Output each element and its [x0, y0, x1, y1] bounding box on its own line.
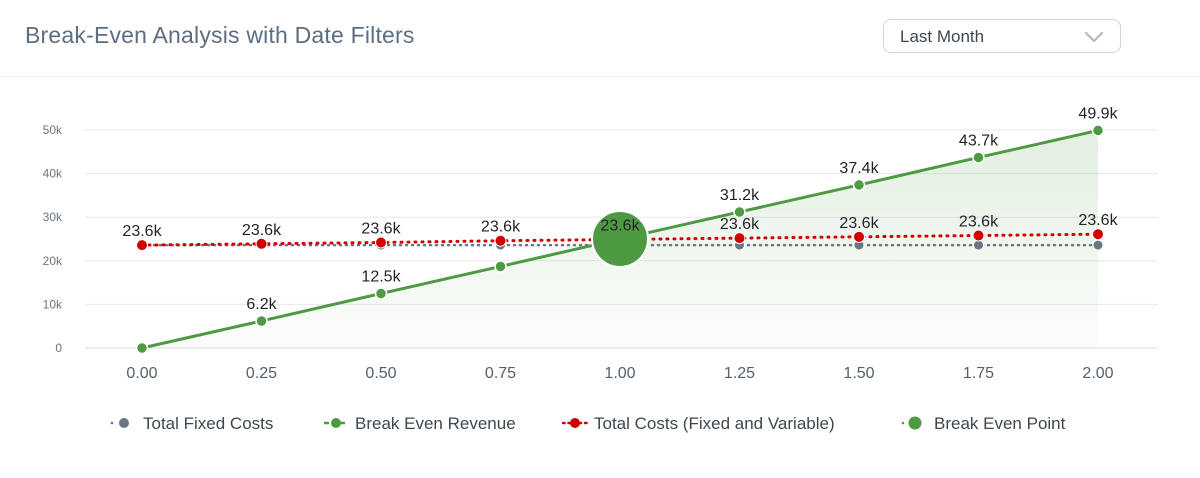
revenue-point — [733, 205, 746, 219]
card-header: Break-Even Analysis with Date Filters La… — [0, 0, 1200, 77]
total-costs-point — [494, 234, 507, 247]
legend-marker-dot — [110, 421, 114, 425]
data-label: 23.6k — [361, 220, 401, 237]
x-tick-label: 2.00 — [1082, 365, 1113, 382]
data-label: 31.2k — [720, 187, 760, 204]
x-tick-label: 0.75 — [485, 365, 516, 382]
legend-item: Break Even Point — [901, 414, 1066, 433]
total-costs-point — [255, 237, 268, 250]
x-tick-label: 1.50 — [843, 365, 874, 382]
legend-item: Total Fixed Costs — [110, 414, 273, 433]
legend-item: Break Even Revenue — [324, 414, 516, 433]
x-tick-label: 1.00 — [604, 365, 635, 382]
legend-label: Break Even Revenue — [355, 414, 516, 433]
x-tick-label: 1.75 — [963, 365, 994, 382]
page-title: Break-Even Analysis with Date Filters — [25, 22, 415, 48]
data-label: 23.6k — [600, 217, 640, 234]
legend-item: Total Costs (Fixed and Variable) — [561, 414, 835, 433]
legend-marker-dot — [901, 421, 905, 425]
legend-marker — [908, 416, 922, 430]
data-label: 12.5k — [361, 269, 401, 286]
fixed-costs-point — [973, 239, 984, 251]
data-label: 6.2k — [246, 296, 277, 313]
revenue-point — [852, 178, 866, 192]
y-tick-label: 10k — [43, 297, 63, 311]
x-tick-label: 0.50 — [365, 365, 396, 382]
chevron-down-icon — [1084, 31, 1104, 43]
revenue-point — [374, 287, 388, 300]
y-tick-label: 0 — [55, 341, 62, 355]
data-label: 23.6k — [1078, 212, 1118, 229]
legend-label: Total Costs (Fixed and Variable) — [594, 414, 835, 433]
revenue-point — [1091, 124, 1105, 137]
y-tick-label: 40k — [43, 167, 63, 181]
revenue-point — [494, 260, 507, 273]
y-tick-label: 50k — [43, 123, 63, 137]
x-tick-label: 1.25 — [724, 365, 755, 382]
revenue-point — [972, 151, 985, 164]
data-label: 43.7k — [959, 132, 999, 149]
total-costs-point — [1092, 228, 1104, 241]
revenue-point — [135, 341, 149, 355]
y-tick-label: 20k — [43, 254, 63, 268]
data-label: 49.9k — [1078, 105, 1118, 122]
fixed-costs-point — [1092, 239, 1104, 251]
total-costs-point — [375, 236, 387, 249]
data-label: 37.4k — [839, 160, 879, 177]
legend-marker — [331, 418, 341, 428]
total-costs-point — [733, 232, 746, 245]
legend-marker — [570, 418, 580, 428]
legend-marker — [119, 418, 129, 428]
y-tick-label: 30k — [43, 210, 63, 224]
data-label: 23.6k — [242, 222, 282, 239]
data-label: 23.6k — [720, 216, 760, 233]
data-label: 23.6k — [959, 214, 999, 231]
legend-label: Break Even Point — [934, 414, 1066, 433]
data-label: 23.6k — [839, 215, 879, 232]
break-even-point — [591, 210, 649, 268]
total-costs-point — [853, 230, 865, 243]
total-costs-point — [972, 229, 985, 242]
total-costs-point — [136, 239, 148, 252]
date-filter-value: Last Month — [900, 27, 985, 46]
data-label: 23.6k — [481, 219, 521, 236]
data-label: 23.6k — [122, 223, 162, 240]
revenue-point — [255, 314, 268, 328]
x-tick-label: 0.00 — [126, 365, 157, 382]
x-tick-label: 0.25 — [246, 365, 277, 382]
legend-label: Total Fixed Costs — [143, 414, 273, 433]
date-filter-dropdown[interactable]: Last Month — [883, 19, 1121, 53]
